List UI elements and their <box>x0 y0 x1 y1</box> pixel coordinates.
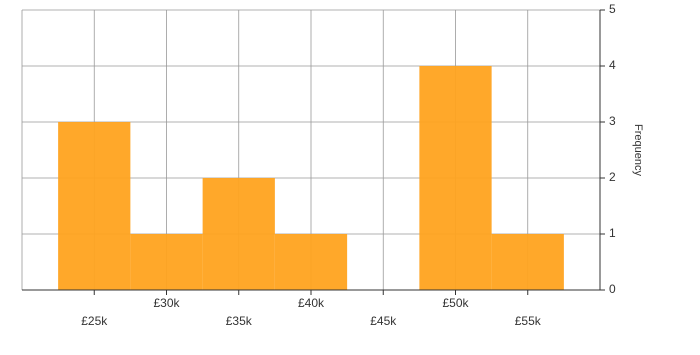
x-tick-label: £40k <box>298 296 325 310</box>
bar <box>491 234 564 290</box>
bar <box>130 234 203 290</box>
y-tick-label: 4 <box>609 58 616 72</box>
y-tick-label: 5 <box>609 2 616 16</box>
y-axis-label: Frequency <box>632 124 644 176</box>
bar <box>58 122 131 290</box>
x-tick-label: £25k <box>81 314 108 328</box>
y-tick-label: 1 <box>609 226 616 240</box>
x-tick-label: £50k <box>442 296 469 310</box>
bar <box>274 234 348 290</box>
x-tick-label: £35k <box>226 314 253 328</box>
y-tick-label: 0 <box>609 282 616 296</box>
x-tick-label: £55k <box>515 314 542 328</box>
y-tick-label: 3 <box>609 114 616 128</box>
x-tick-label: £45k <box>370 314 397 328</box>
bar <box>419 66 492 290</box>
y-tick-label: 2 <box>609 170 616 184</box>
bar <box>202 178 275 290</box>
x-tick-label: £30k <box>153 296 180 310</box>
